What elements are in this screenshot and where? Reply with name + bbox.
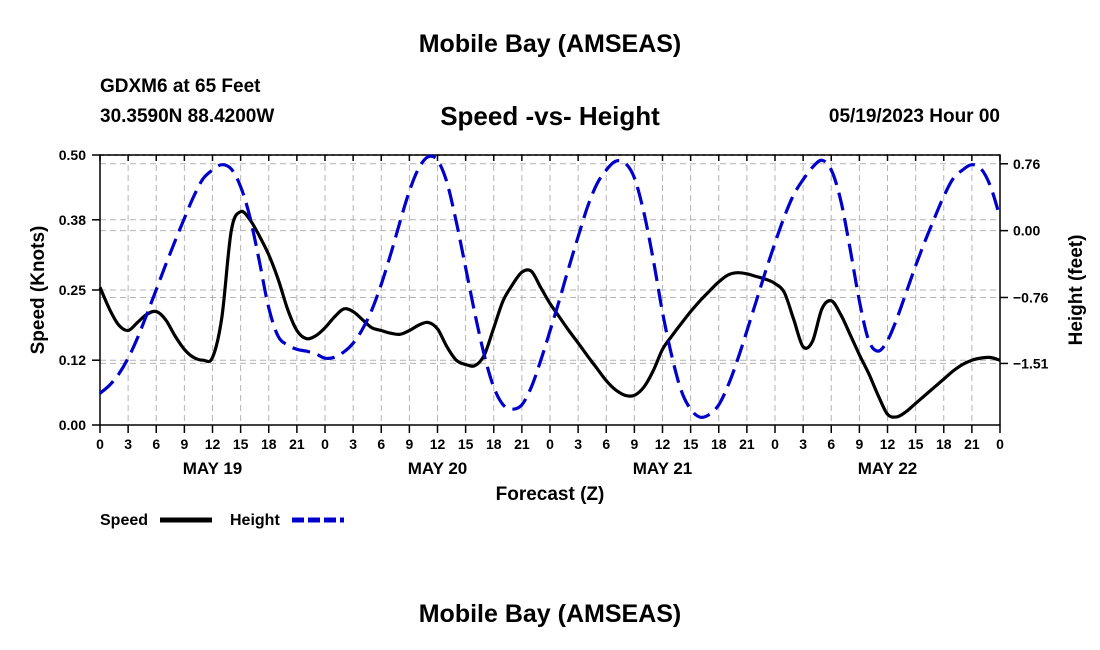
y2-tick-label: 0.76 [1013, 156, 1040, 172]
page-title: Mobile Bay (AMSEAS) [418, 30, 682, 58]
y2-axis-title: Height (feet) [1066, 235, 1087, 346]
footer-title: Mobile Bay (AMSEAS) [418, 600, 682, 628]
x-tick-label: 3 [799, 436, 807, 452]
series-lines [98, 154, 1002, 419]
x-tick-label: 18 [486, 436, 502, 452]
x-tick-label: 18 [261, 436, 277, 452]
date-label: MAY 20 [408, 459, 468, 478]
y-tick-label: 0.25 [59, 282, 86, 298]
height-series-line [98, 154, 1002, 419]
x-axis-title: Forecast (Z) [496, 484, 605, 505]
y-tick-label: 0.00 [59, 417, 86, 433]
chart-title: Speed -vs- Height [440, 101, 660, 131]
x-tick-label: 15 [683, 436, 699, 452]
y2-tick-label: 0.00 [1013, 223, 1040, 239]
legend-speed-label: Speed [100, 512, 148, 529]
speed-height-chart: 0 3 6 9 12 15 18 21 0 3 6 9 12 15 18 21 0 3 6 9 12 15 18 21 0 3 6 9… [28, 147, 1087, 529]
x-tick-label: 9 [630, 436, 638, 452]
x-tick-label: 21 [289, 436, 305, 452]
station-label: GDXM6 at 65 Feet [100, 76, 261, 97]
x-tick-label: 12 [655, 436, 671, 452]
x-tick-label: 15 [458, 436, 474, 452]
y2-tick-label: −0.76 [1013, 289, 1049, 305]
date-label: MAY 19 [183, 459, 243, 478]
y-axis-title: Speed (Knots) [28, 226, 49, 355]
y-tick-label: 0.12 [59, 352, 86, 368]
x-tick-label: 0 [771, 436, 779, 452]
date-label: MAY 21 [633, 459, 693, 478]
legend-height-label: Height [230, 512, 280, 529]
x-tick-label: 9 [855, 436, 863, 452]
x-tick-label: 12 [880, 436, 896, 452]
date-label: MAY 22 [858, 459, 918, 478]
grid-lines [100, 155, 1000, 425]
x-tick-label: 18 [936, 436, 952, 452]
x-tick-label: 3 [124, 436, 132, 452]
y-tick-label: 0.38 [59, 212, 86, 228]
y2-tick-label: −1.51 [1013, 355, 1049, 371]
x-tick-label: 15 [908, 436, 924, 452]
x-tick-label: 0 [996, 436, 1004, 452]
axis-labels: 0 3 6 9 12 15 18 21 0 3 6 9 12 15 18 21 0 3 6 9 12 15 18 21 0 3 6 9… [59, 147, 1049, 478]
x-tick-label: 12 [205, 436, 221, 452]
legend: Speed Height [100, 512, 344, 529]
x-tick-label: 21 [514, 436, 530, 452]
x-tick-label: 3 [349, 436, 357, 452]
x-tick-label: 21 [964, 436, 980, 452]
x-tick-label: 9 [405, 436, 413, 452]
x-tick-label: 15 [233, 436, 249, 452]
x-tick-label: 6 [377, 436, 385, 452]
coordinates-label: 30.3590N 88.4200W [100, 106, 275, 127]
x-tick-label: 21 [739, 436, 755, 452]
x-tick-label: 0 [546, 436, 554, 452]
x-tick-label: 0 [321, 436, 329, 452]
x-tick-label: 6 [152, 436, 160, 452]
x-tick-label: 0 [96, 436, 104, 452]
x-tick-label: 6 [827, 436, 835, 452]
y-tick-label: 0.50 [59, 147, 86, 163]
x-tick-label: 12 [430, 436, 446, 452]
run-time-label: 05/19/2023 Hour 00 [828, 106, 1000, 127]
x-tick-label: 3 [574, 436, 582, 452]
x-tick-label: 6 [602, 436, 610, 452]
x-tick-label: 9 [180, 436, 188, 452]
x-tick-label: 18 [711, 436, 727, 452]
